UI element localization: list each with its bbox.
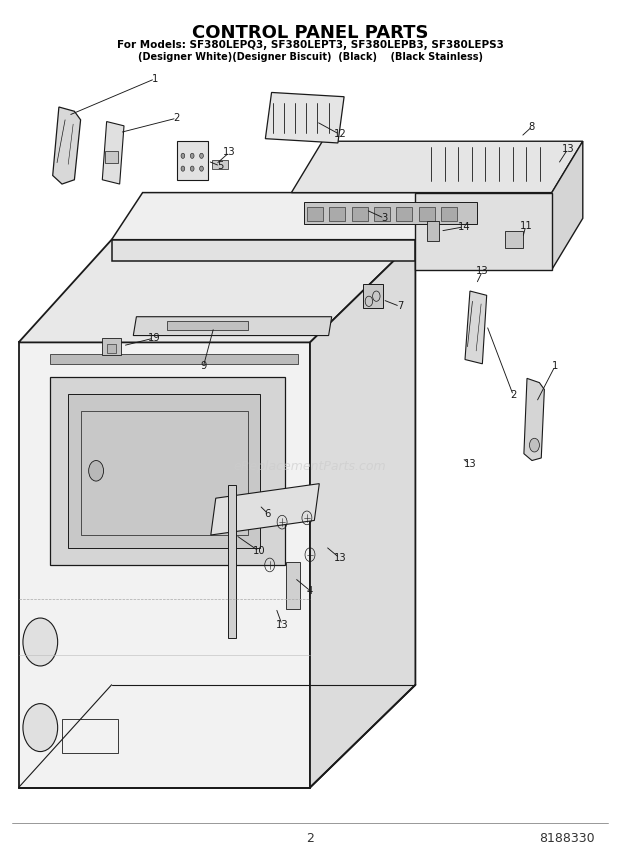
Bar <box>68 394 260 548</box>
Circle shape <box>529 438 539 452</box>
Text: 8: 8 <box>529 122 535 132</box>
Circle shape <box>200 153 203 158</box>
Bar <box>329 207 345 221</box>
Polygon shape <box>112 193 434 240</box>
Text: 2: 2 <box>510 390 516 401</box>
Text: 2: 2 <box>306 832 314 846</box>
Bar <box>107 344 116 353</box>
Polygon shape <box>265 92 344 143</box>
Circle shape <box>200 166 203 171</box>
Text: 13: 13 <box>476 266 489 276</box>
Bar <box>105 151 118 163</box>
Text: 6: 6 <box>265 508 271 519</box>
Text: 8188330: 8188330 <box>539 832 595 846</box>
Circle shape <box>181 166 185 171</box>
Text: 3: 3 <box>381 213 388 223</box>
Text: 13: 13 <box>334 553 346 563</box>
Text: 7: 7 <box>397 301 403 312</box>
Text: 5: 5 <box>217 161 223 171</box>
Circle shape <box>23 704 58 752</box>
Bar <box>102 338 121 355</box>
Bar <box>228 485 236 638</box>
Circle shape <box>89 461 104 481</box>
Bar <box>212 160 228 169</box>
Text: 9: 9 <box>200 361 206 372</box>
Text: 14: 14 <box>458 222 470 232</box>
Bar <box>62 719 118 753</box>
Bar <box>505 231 523 248</box>
Bar <box>307 207 323 221</box>
Bar <box>81 411 248 535</box>
Text: 12: 12 <box>334 129 346 140</box>
Circle shape <box>181 153 185 158</box>
Text: 1: 1 <box>552 361 558 372</box>
Text: 1: 1 <box>152 74 158 84</box>
Polygon shape <box>133 317 332 336</box>
Text: 4: 4 <box>307 586 313 596</box>
Bar <box>352 207 368 221</box>
Bar <box>363 284 383 308</box>
Circle shape <box>190 153 194 158</box>
Polygon shape <box>465 291 487 364</box>
Bar <box>177 141 208 180</box>
Text: 13: 13 <box>464 459 476 469</box>
Polygon shape <box>112 240 415 261</box>
Polygon shape <box>310 240 415 788</box>
Bar <box>167 321 248 330</box>
Bar <box>418 207 435 221</box>
Bar <box>427 221 439 241</box>
Text: 10: 10 <box>253 546 265 556</box>
Polygon shape <box>53 107 81 184</box>
Text: 13: 13 <box>562 144 574 154</box>
Text: 13: 13 <box>223 147 236 158</box>
Bar <box>286 562 300 609</box>
Bar <box>304 202 477 224</box>
Text: For Models: SF380LEPQ3, SF380LEPT3, SF380LEPB3, SF380LEPS3: For Models: SF380LEPQ3, SF380LEPT3, SF38… <box>117 40 503 51</box>
Text: 19: 19 <box>148 333 160 343</box>
Text: eReplacementParts.com: eReplacementParts.com <box>234 460 386 473</box>
Bar <box>374 207 390 221</box>
Bar <box>50 354 298 364</box>
Bar <box>441 207 457 221</box>
Polygon shape <box>19 342 310 788</box>
Circle shape <box>23 618 58 666</box>
Text: (Designer White)(Designer Biscuit)  (Black)    (Black Stainless): (Designer White)(Designer Biscuit) (Blac… <box>138 52 482 62</box>
Text: CONTROL PANEL PARTS: CONTROL PANEL PARTS <box>192 23 428 42</box>
Text: 13: 13 <box>276 620 288 630</box>
Polygon shape <box>524 378 544 461</box>
Bar <box>396 207 412 221</box>
Polygon shape <box>19 240 415 342</box>
Text: 11: 11 <box>520 221 532 231</box>
Polygon shape <box>291 141 583 193</box>
Polygon shape <box>211 484 319 535</box>
Polygon shape <box>102 122 124 184</box>
Text: 2: 2 <box>174 113 180 123</box>
Polygon shape <box>415 193 552 270</box>
Polygon shape <box>552 141 583 270</box>
Bar <box>50 377 285 565</box>
Circle shape <box>190 166 194 171</box>
